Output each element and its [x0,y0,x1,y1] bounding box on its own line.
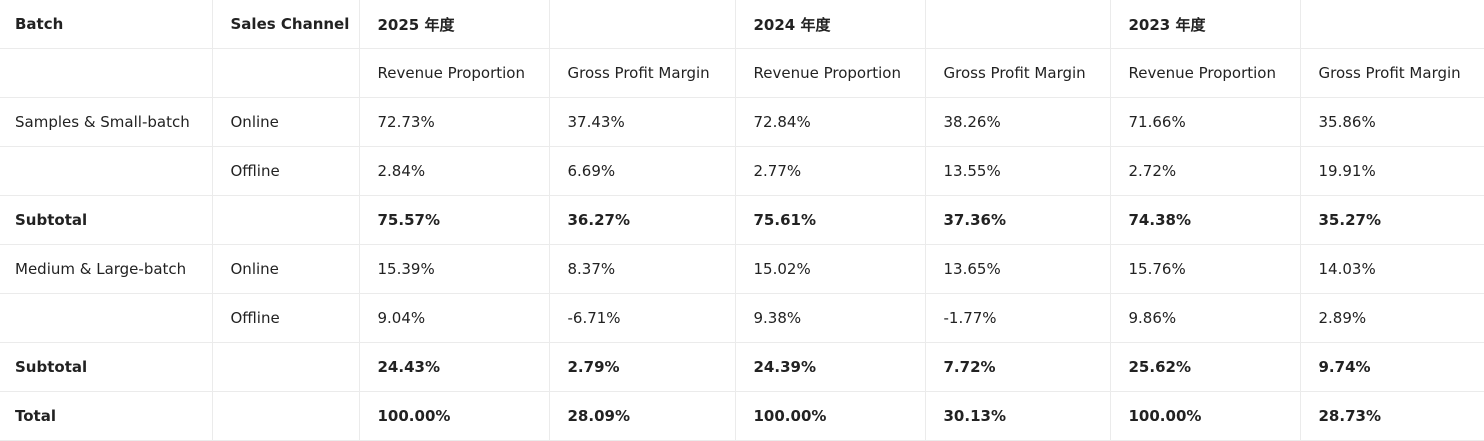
table-cell: 9.04% [358,293,550,343]
table-cell: 38.26% [924,97,1111,147]
table-cell: 2.72% [1109,146,1301,196]
table-cell: 100.00% [734,391,926,441]
table-cell: Online [211,244,360,294]
table-cell: 28.73% [1299,391,1484,441]
table-cell: 75.61% [734,195,926,245]
table-row: Samples & Small-batch Online 72.73% 37.43% 7… [0,97,1484,147]
table-cell: 35.27% [1299,195,1484,245]
table-cell: 72.73% [358,97,550,147]
table-cell: Revenue Proportion [734,48,926,98]
table-cell: Revenue Proportion [1109,48,1301,98]
table-cell: 37.43% [548,97,736,147]
table-cell: Gross Profit Margin [1299,48,1484,98]
table-cell: Offline [211,146,360,196]
header-cell: 2023 年度 [1109,0,1301,49]
table-cell: 74.38% [1109,195,1301,245]
table-cell: 9.38% [734,293,926,343]
header-cell: 2024 年度 [734,0,926,49]
table-cell: 2.84% [358,146,550,196]
table-cell: 30.13% [924,391,1111,441]
table-cell: -6.71% [548,293,736,343]
table-cell: 15.02% [734,244,926,294]
table-cell: 100.00% [358,391,550,441]
header-cell: 2025 年度 [358,0,550,49]
table-cell: 100.00% [1109,391,1301,441]
table-row: Offline 2.84% 6.69% 2.77% 13.55% 2.72% 19.91% [0,146,1484,196]
table-cell: 7.72% [924,342,1111,392]
table-cell [0,293,213,343]
table-cell: 71.66% [1109,97,1301,147]
table-cell: Total [0,391,213,441]
table-cell: 15.39% [358,244,550,294]
table-cell: 6.69% [548,146,736,196]
table-cell: Offline [211,293,360,343]
table-cell [0,146,213,196]
table-cell [0,48,213,98]
header-cell [924,0,1111,49]
table-cell: 2.79% [548,342,736,392]
header-cell [1299,0,1484,49]
table-row: Revenue Proportion Gross Profit Margin Rev… [0,48,1484,98]
table-cell: Samples & Small-batch [0,97,213,147]
table-cell: 19.91% [1299,146,1484,196]
table-cell: -1.77% [924,293,1111,343]
table-cell [211,342,360,392]
table-cell: 28.09% [548,391,736,441]
table-cell: Revenue Proportion [358,48,550,98]
table-cell: Subtotal [0,195,213,245]
table-cell: 37.36% [924,195,1111,245]
table-cell: Online [211,97,360,147]
table-cell: Subtotal [0,342,213,392]
header-cell: Batch [0,0,213,49]
table-cell: 75.57% [358,195,550,245]
table-row: Subtotal 24.43% 2.79% 24.39% 7.72% 25.62% 9.74… [0,342,1484,392]
table-row: Offline 9.04% -6.71% 9.38% -1.77% 9.86% 2.89% [0,293,1484,343]
table-cell: 24.43% [358,342,550,392]
table-cell: 2.77% [734,146,926,196]
header-cell [548,0,736,49]
table-cell: Gross Profit Margin [548,48,736,98]
table-cell: Gross Profit Margin [924,48,1111,98]
table-cell: 2.89% [1299,293,1484,343]
table-cell: 36.27% [548,195,736,245]
header-cell: Sales Channel [211,0,360,49]
table-cell: 15.76% [1109,244,1301,294]
table-row: Total 100.00% 28.09% 100.00% 30.13% 100.00% 28… [0,391,1484,441]
table-cell: 72.84% [734,97,926,147]
table-cell [211,195,360,245]
table-cell: 9.74% [1299,342,1484,392]
table-cell: 35.86% [1299,97,1484,147]
table-cell: 14.03% [1299,244,1484,294]
table-cell [211,391,360,441]
table-cell: 9.86% [1109,293,1301,343]
table-cell: Medium & Large-batch [0,244,213,294]
table-cell: 25.62% [1109,342,1301,392]
table-row: Medium & Large-batch Online 15.39% 8.37% 15.… [0,244,1484,294]
table-cell: 24.39% [734,342,926,392]
table-cell [211,48,360,98]
header-row: Batch Sales Channel 2025 年度 2024 年度 2023 年度 [0,0,1484,49]
table-cell: 13.65% [924,244,1111,294]
table-cell: 8.37% [548,244,736,294]
table-row: Subtotal 75.57% 36.27% 75.61% 37.36% 74.38% 35… [0,195,1484,245]
table-cell: 13.55% [924,146,1111,196]
